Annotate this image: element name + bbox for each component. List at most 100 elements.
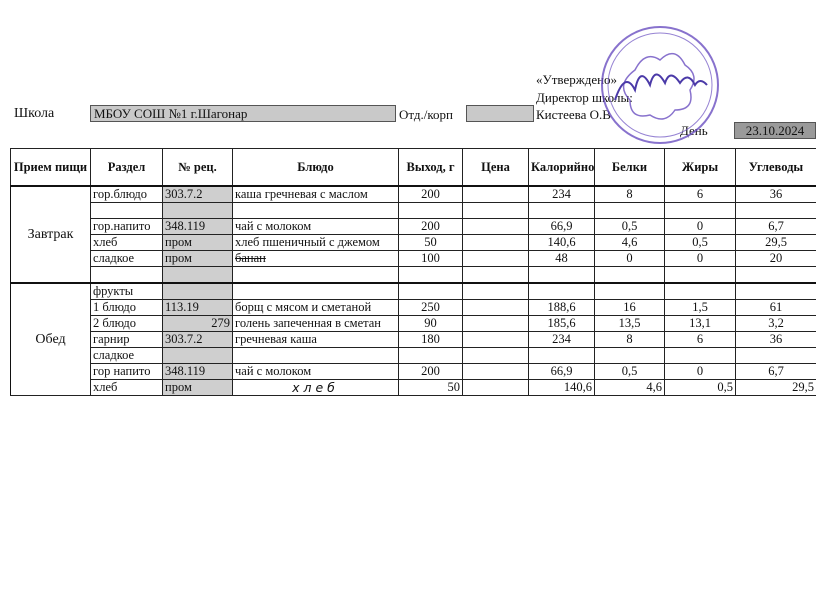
- cell-carb: 20: [735, 250, 816, 267]
- cell-dish: хлеб: [232, 379, 399, 396]
- cell-section: сладкое: [90, 347, 163, 364]
- cell-carb: 6,7: [735, 218, 816, 235]
- cell-kcal: 140,6: [528, 379, 595, 396]
- col-output-header: Выход, г: [398, 148, 463, 187]
- table-row: сладкое пром банан 100 48 0 0 20: [11, 250, 816, 267]
- cell-section: 1 блюдо: [90, 299, 163, 316]
- cell-rec: [162, 282, 233, 300]
- cell-carb: [735, 347, 816, 364]
- cell-kcal: 66,9: [528, 363, 595, 380]
- cell-rec: [162, 347, 233, 364]
- cell-dish: голень запеченная в сметан: [232, 315, 399, 332]
- table-row: 2 блюдо 279 голень запеченная в сметан 90 18…: [11, 315, 816, 332]
- cell-rec: 348.119: [162, 218, 233, 235]
- col-carbs-header: Углеводы: [735, 148, 816, 187]
- cell-kcal: 48: [528, 250, 595, 267]
- cell-rec: 279: [162, 315, 233, 332]
- cell-prot: 4,6: [594, 234, 665, 251]
- cell-kcal: 234: [528, 185, 595, 203]
- cell-rec: пром: [162, 234, 233, 251]
- cell-kcal: [528, 266, 595, 284]
- col-fat-header: Жиры: [664, 148, 736, 187]
- col-recipe-header: № рец.: [162, 148, 233, 187]
- col-dish-header: Блюдо: [232, 148, 399, 187]
- cell-out: [398, 266, 463, 284]
- col-protein-header: Белки: [594, 148, 665, 187]
- cell-rec: [162, 202, 233, 219]
- cell-rec: пром: [162, 379, 233, 396]
- menu-table: Прием пищи Раздел № рец. Блюдо Выход, г Цена К…: [10, 148, 816, 396]
- cell-fat: 13,1: [664, 315, 736, 332]
- approved-label: «Утверждено»: [536, 72, 618, 87]
- cell-prot: 0: [594, 250, 665, 267]
- cell-fat: 6: [664, 185, 736, 203]
- meal-name: Обед: [10, 282, 91, 396]
- dept-label: Отд./корп: [399, 107, 453, 122]
- cell-price: [462, 266, 529, 284]
- cell-prot: [594, 202, 665, 219]
- director-name: Кистеева О.В: [536, 107, 611, 122]
- cell-kcal: [528, 347, 595, 364]
- cell-dish: чай с молоком: [232, 218, 399, 235]
- cell-price: [462, 363, 529, 380]
- cell-prot: [594, 282, 665, 300]
- table-row: [11, 202, 816, 219]
- cell-section: сладкое: [90, 250, 163, 267]
- meal-name: Завтрак: [10, 185, 91, 284]
- cell-kcal: 188,6: [528, 299, 595, 316]
- cell-rec: пром: [162, 250, 233, 267]
- cell-kcal: 234: [528, 331, 595, 348]
- cell-fat: 6: [664, 331, 736, 348]
- cell-carb: [735, 266, 816, 284]
- col-price-header: Цена: [462, 148, 529, 187]
- cell-price: [462, 331, 529, 348]
- cell-dish: каша гречневая с маслом: [232, 185, 399, 203]
- cell-fat: 0: [664, 363, 736, 380]
- cell-fat: 1,5: [664, 299, 736, 316]
- cell-out: [398, 202, 463, 219]
- cell-price: [462, 315, 529, 332]
- table-row: гор.напито 348.119 чай с молоком 200 66,9 0,5…: [11, 218, 816, 235]
- cell-price: [462, 234, 529, 251]
- table-row: хлеб пром хлеб 50 140,6 4,6 0,5 29,5: [11, 379, 816, 396]
- cell-section: 2 блюдо: [90, 315, 163, 332]
- cell-price: [462, 250, 529, 267]
- school-stamp: [601, 26, 719, 144]
- col-calories-header: Калорийность: [528, 148, 595, 187]
- cell-fat: [664, 266, 736, 284]
- cell-fat: 0: [664, 250, 736, 267]
- cell-out: [398, 282, 463, 300]
- cell-dish: хлеб пшеничный с джемом: [232, 234, 399, 251]
- cell-rec: 113.19: [162, 299, 233, 316]
- cell-prot: 8: [594, 185, 665, 203]
- cell-kcal: 66,9: [528, 218, 595, 235]
- cell-kcal: [528, 202, 595, 219]
- cell-fat: [664, 282, 736, 300]
- cell-price: [462, 202, 529, 219]
- cell-prot: 13,5: [594, 315, 665, 332]
- cell-out: 100: [398, 250, 463, 267]
- table-row: гарнир 303.7.2 гречневая каша 180 234 8 6 36: [11, 331, 816, 348]
- cell-rec: 303.7.2: [162, 185, 233, 203]
- col-section-header: Раздел: [90, 148, 163, 187]
- cell-rec: 303.7.2: [162, 331, 233, 348]
- cell-price: [462, 218, 529, 235]
- cell-prot: 0,5: [594, 218, 665, 235]
- cell-kcal: 185,6: [528, 315, 595, 332]
- table-row: Завтрак гор.блюдо 303.7.2 каша гречневая с …: [10, 185, 816, 284]
- cell-price: [462, 299, 529, 316]
- cell-carb: [735, 282, 816, 300]
- cell-fat: [664, 202, 736, 219]
- cell-dish: [232, 266, 399, 284]
- table-row: сладкое: [11, 347, 816, 364]
- cell-kcal: 140,6: [528, 234, 595, 251]
- cell-section: [90, 266, 163, 284]
- cell-section: хлеб: [90, 234, 163, 251]
- cell-dish: [232, 347, 399, 364]
- cell-out: 200: [398, 185, 463, 203]
- cell-dish: борщ с мясом и сметаной: [232, 299, 399, 316]
- cell-prot: 16: [594, 299, 665, 316]
- cell-dish: [232, 282, 399, 300]
- cell-out: [398, 347, 463, 364]
- cell-price: [462, 347, 529, 364]
